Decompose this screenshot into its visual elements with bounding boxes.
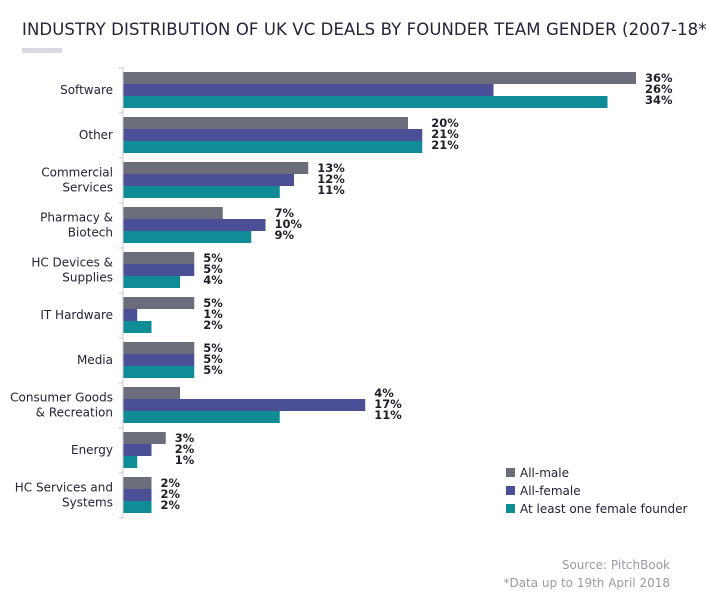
bar-0-2 [123,96,608,108]
value-label-9-1: 2% [161,487,181,501]
value-label-9-2: 2% [161,498,181,512]
bar-1-0 [123,117,408,129]
category-label-7-1: & Recreation [36,406,113,420]
category-label-9-0: HC Services and [15,481,113,495]
value-label-2-2: 11% [317,183,345,197]
data-footnote: *Data up to 19th April 2018 [503,576,670,590]
legend-label-2: At least one female founder [520,502,687,516]
bar-7-2 [123,411,280,423]
bar-6-1 [123,354,195,366]
value-label-6-0: 5% [203,341,223,355]
bar-0-0 [123,72,636,84]
value-label-5-2: 2% [203,318,223,332]
bar-8-2 [123,456,138,468]
category-label-3-0: Pharmacy & [40,211,113,225]
value-label-8-1: 2% [175,442,195,456]
bar-8-1 [123,444,152,456]
title-underline [22,48,62,53]
value-label-4-1: 5% [203,262,223,276]
bar-2-0 [123,162,309,174]
bar-5-0 [123,297,195,309]
legend-label-1: All-female [520,484,581,498]
value-label-7-1: 17% [374,397,402,411]
category-label-2-1: Services [62,181,113,195]
value-label-2-0: 13% [317,161,345,175]
bar-5-2 [123,321,152,333]
bar-3-1 [123,219,266,231]
value-label-1-2: 21% [431,138,459,152]
value-label-0-0: 36% [645,71,673,85]
value-label-9-0: 2% [161,476,181,490]
bar-5-1 [123,309,138,321]
bar-1-2 [123,141,423,153]
bar-1-1 [123,129,423,141]
legend-swatch-1 [506,486,515,495]
value-label-3-2: 9% [275,228,295,242]
bar-6-2 [123,366,195,378]
bar-6-0 [123,342,195,354]
bar-3-0 [123,207,223,219]
bar-9-2 [123,501,152,513]
bar-7-1 [123,399,366,411]
value-label-4-2: 4% [203,273,223,287]
value-label-2-1: 12% [317,172,345,186]
value-label-4-0: 5% [203,251,223,265]
value-label-7-2: 11% [374,408,402,422]
category-label-6-0: Media [77,353,113,367]
value-label-3-0: 7% [275,206,295,220]
value-label-8-0: 3% [175,431,195,445]
value-label-0-2: 34% [645,93,673,107]
value-label-1-0: 20% [431,116,459,130]
category-label-2-0: Commercial [41,166,113,180]
category-label-4-1: Supplies [62,271,113,285]
bar-0-1 [123,84,494,96]
value-label-1-1: 21% [431,127,459,141]
value-label-5-0: 5% [203,296,223,310]
bar-2-2 [123,186,280,198]
category-label-1-0: Other [79,128,113,142]
bar-2-1 [123,174,294,186]
legend-swatch-0 [506,468,515,477]
category-label-3-1: Biotech [68,226,113,240]
category-label-0-0: Software [60,83,113,97]
category-label-9-1: Systems [62,496,113,510]
value-label-6-1: 5% [203,352,223,366]
bar-4-0 [123,252,195,264]
source-note: Source: PitchBook [561,558,670,572]
bar-4-2 [123,276,180,288]
category-label-8-0: Energy [71,443,113,457]
chart-title: INDUSTRY DISTRIBUTION OF UK VC DEALS BY … [22,20,706,39]
bar-8-0 [123,432,166,444]
value-label-5-1: 1% [203,307,223,321]
bar-9-0 [123,477,152,489]
bar-4-1 [123,264,195,276]
value-label-3-1: 10% [275,217,303,231]
category-label-4-0: HC Devices & [31,256,113,270]
category-label-5-0: IT Hardware [40,308,113,322]
value-label-7-0: 4% [374,386,394,400]
bar-9-1 [123,489,152,501]
value-label-6-2: 5% [203,363,223,377]
category-label-7-0: Consumer Goods [10,391,113,405]
value-label-0-1: 26% [645,82,673,96]
legend-swatch-2 [506,504,515,513]
bar-3-2 [123,231,252,243]
legend-label-0: All-male [520,466,569,480]
bar-7-0 [123,387,180,399]
value-label-8-2: 1% [175,453,195,467]
